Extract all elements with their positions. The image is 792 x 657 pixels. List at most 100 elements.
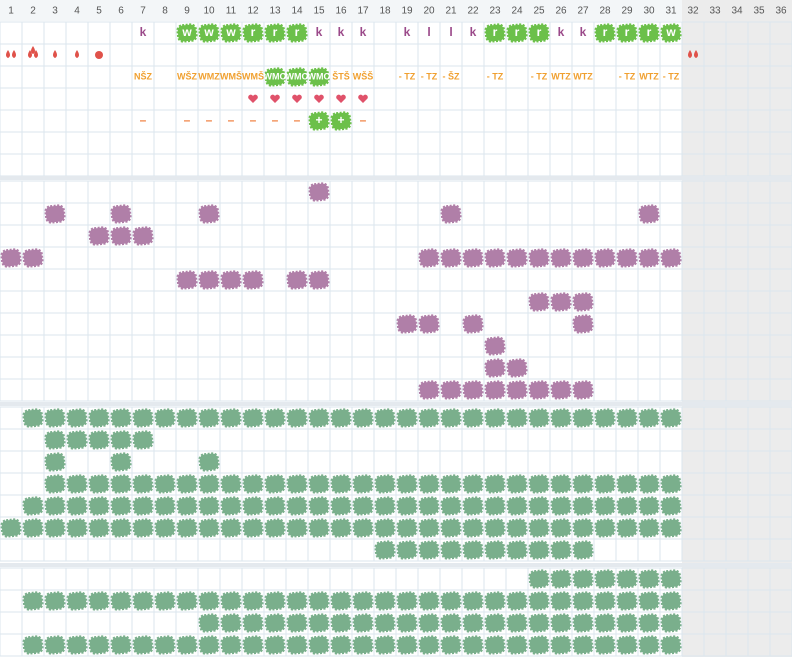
blob [550,518,572,538]
blob [44,452,66,472]
blob [242,518,264,538]
column-number: 29 [621,6,633,17]
blob [440,496,462,516]
blob [506,540,528,560]
blob [396,314,418,334]
blob [264,23,286,43]
blob [462,314,484,334]
cell-text: k [140,25,147,39]
blob [418,474,440,494]
blob [308,182,330,202]
column-number: 25 [533,6,545,17]
blob [462,635,484,655]
column-number: 19 [401,6,413,17]
cell-text: - TZ [421,71,438,81]
blob [528,380,550,400]
blob [418,496,440,516]
blob [594,23,616,43]
blob [462,518,484,538]
blob [286,270,308,290]
blob [484,591,506,611]
cell-text: - ŠZ [443,70,461,81]
column-number: 35 [753,6,765,17]
blob [66,591,88,611]
blob [528,569,550,589]
blob [88,591,110,611]
blob [264,474,286,494]
blob [660,496,682,516]
blob [220,591,242,611]
blob [308,474,330,494]
blob [506,635,528,655]
blob [484,408,506,428]
cell-text: ŠTŠ [332,70,350,81]
blob [594,613,616,633]
blob [660,474,682,494]
cell-text: k [338,25,345,39]
blob [154,474,176,494]
cell-text: r [493,25,498,39]
cell-text: + [337,113,344,127]
blob [550,591,572,611]
blob [550,474,572,494]
blob [528,292,550,312]
blob [440,635,462,655]
blob [66,635,88,655]
blob [528,518,550,538]
blob [572,518,594,538]
column-number: 34 [731,6,743,17]
column-number: 14 [291,6,303,17]
column-number: 4 [74,6,80,17]
blob [220,496,242,516]
blob [308,67,330,87]
blob [506,591,528,611]
blob [440,591,462,611]
blob [396,474,418,494]
blob [308,613,330,633]
blob [374,518,396,538]
column-number: 17 [357,6,369,17]
blob [506,23,528,43]
blob [594,248,616,268]
column-number: 13 [269,6,281,17]
blob [462,540,484,560]
inactive-columns [682,0,792,657]
column-number: 21 [445,6,457,17]
blob [440,380,462,400]
cell-text: WTZ [573,71,593,81]
blob [330,408,352,428]
blob [660,518,682,538]
column-number: 28 [599,6,611,17]
column-number: 8 [162,6,168,17]
column-number: 24 [511,6,523,17]
blob [110,430,132,450]
blob [44,430,66,450]
blob [176,474,198,494]
cell-text: r [515,25,520,39]
blob [462,248,484,268]
column-number: 33 [709,6,721,17]
blob [132,591,154,611]
blob [374,474,396,494]
blob [660,248,682,268]
blob [242,635,264,655]
blob [352,518,374,538]
blob [198,496,220,516]
blob [572,613,594,633]
blob [66,518,88,538]
blob [528,635,550,655]
blob [0,248,22,268]
heart-icon [248,94,258,103]
blob [308,635,330,655]
blob [330,635,352,655]
blob [440,474,462,494]
blob [484,518,506,538]
blob [242,408,264,428]
blob [330,518,352,538]
blob [418,591,440,611]
blob [22,248,44,268]
drop-icon [28,50,32,58]
blob [110,474,132,494]
column-number: 11 [226,6,237,17]
blob [66,474,88,494]
